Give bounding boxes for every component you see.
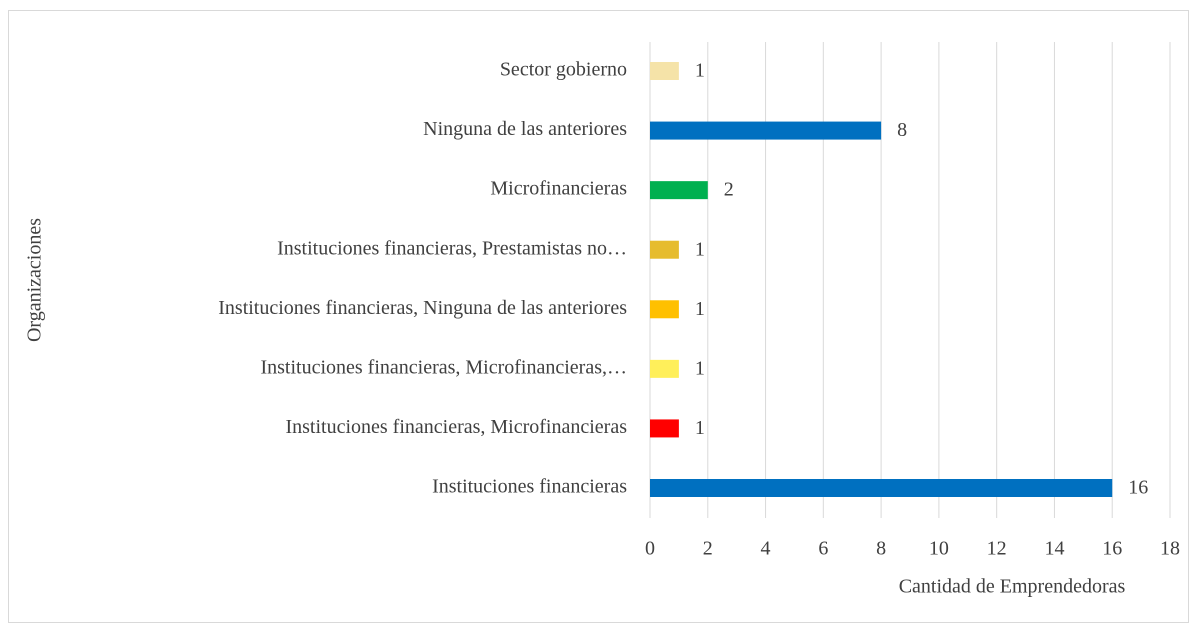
x-tick-label: 2 bbox=[703, 538, 713, 560]
bar bbox=[650, 121, 882, 140]
x-tick-label: 14 bbox=[1044, 538, 1064, 560]
bar bbox=[650, 419, 679, 438]
bar bbox=[650, 359, 679, 378]
x-tick-label: 4 bbox=[761, 538, 771, 560]
y-axis-title: Organizaciones bbox=[24, 218, 46, 342]
y-tick-label: Sector gobierno bbox=[500, 59, 627, 81]
data-label: 1 bbox=[695, 238, 705, 260]
x-axis-title: Cantidad de Emprendedoras bbox=[899, 576, 1126, 598]
chart-border bbox=[8, 10, 1189, 623]
x-tick-label: 18 bbox=[1160, 538, 1180, 560]
data-label: 8 bbox=[897, 119, 907, 141]
y-tick-label: Instituciones financieras, Prestamistas … bbox=[277, 237, 627, 259]
y-tick-label: Instituciones financieras, Microfinancie… bbox=[285, 416, 627, 438]
bar bbox=[650, 240, 679, 259]
y-tick-label: Ninguna de las anteriores bbox=[423, 118, 627, 140]
data-label: 1 bbox=[695, 298, 705, 320]
bar bbox=[650, 479, 1113, 497]
data-label: 1 bbox=[695, 357, 705, 379]
x-tick-label: 10 bbox=[929, 538, 949, 560]
y-tick-label: Microfinancieras bbox=[490, 178, 627, 200]
y-tick-label: Instituciones financieras, Ninguna de la… bbox=[218, 297, 627, 319]
data-label: 2 bbox=[724, 179, 734, 201]
bar bbox=[650, 181, 708, 200]
bar bbox=[650, 62, 679, 80]
x-tick-label: 8 bbox=[876, 538, 886, 560]
x-tick-label: 6 bbox=[818, 538, 828, 560]
x-tick-label: 12 bbox=[987, 538, 1007, 560]
data-label: 1 bbox=[695, 60, 705, 82]
x-tick-label: 16 bbox=[1102, 538, 1122, 560]
data-label: 1 bbox=[695, 417, 705, 439]
y-tick-label: Instituciones financieras, Microfinancie… bbox=[260, 356, 627, 378]
x-tick-label: 0 bbox=[645, 538, 655, 560]
y-tick-label: Instituciones financieras bbox=[432, 476, 627, 498]
data-label: 16 bbox=[1128, 477, 1148, 499]
bar bbox=[650, 300, 679, 319]
